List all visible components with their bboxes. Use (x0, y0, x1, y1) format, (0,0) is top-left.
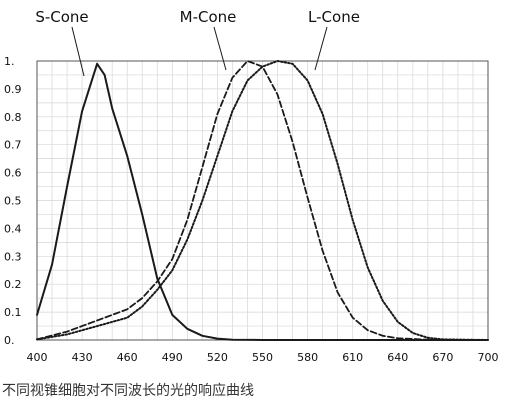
y-tick-label: 1. (4, 55, 15, 68)
x-tick-label: 700 (478, 351, 499, 364)
x-axis-ticks: 400 430 460 490 520 550 580 610 640 670 700 (27, 351, 499, 364)
x-tick-label: 550 (252, 351, 273, 364)
x-tick-label: 490 (162, 351, 183, 364)
x-tick-label: 580 (297, 351, 318, 364)
y-tick-label: 0.9 (4, 83, 22, 96)
y-tick-label: 0. (4, 334, 15, 347)
x-tick-label: 520 (207, 351, 228, 364)
x-tick-label: 460 (117, 351, 138, 364)
series-lines (36, 60, 489, 341)
y-tick-label: 0.3 (4, 250, 22, 263)
l-cone-label: L-Cone (308, 8, 360, 26)
x-tick-label: 610 (342, 351, 363, 364)
l-cone-leader-line (314, 26, 328, 71)
x-tick-label: 400 (27, 351, 48, 364)
cone-response-chart: 0. 0.1 0.2 0.3 0.4 0.5 0.6 0.7 0.8 0.9 1. 400 430 46… (4, 8, 499, 364)
m-cone-curve (36, 60, 489, 341)
y-tick-label: 0.7 (4, 139, 22, 152)
s-cone-label: S-Cone (35, 8, 88, 26)
y-tick-label: 0.4 (4, 222, 22, 235)
x-tick-label: 430 (72, 351, 93, 364)
series-labels: S-Cone M-Cone L-Cone (35, 8, 360, 77)
y-tick-label: 0.8 (4, 111, 22, 124)
s-cone-curve (36, 62, 489, 341)
grid (36, 60, 489, 341)
x-tick-label: 640 (387, 351, 408, 364)
l-cone-curve (36, 60, 489, 341)
s-cone-leader-line (71, 26, 85, 77)
m-cone-label: M-Cone (180, 8, 237, 26)
y-tick-label: 0.1 (4, 306, 22, 319)
figure-caption: 不同视锥细胞对不同波长的光的响应曲线 (2, 383, 254, 399)
y-axis-ticks: 0. 0.1 0.2 0.3 0.4 0.5 0.6 0.7 0.8 0.9 1. (4, 55, 22, 347)
y-tick-label: 0.2 (4, 278, 22, 291)
y-tick-label: 0.5 (4, 195, 22, 208)
m-cone-leader-line (213, 26, 227, 71)
y-tick-label: 0.6 (4, 167, 22, 180)
x-tick-label: 670 (432, 351, 453, 364)
